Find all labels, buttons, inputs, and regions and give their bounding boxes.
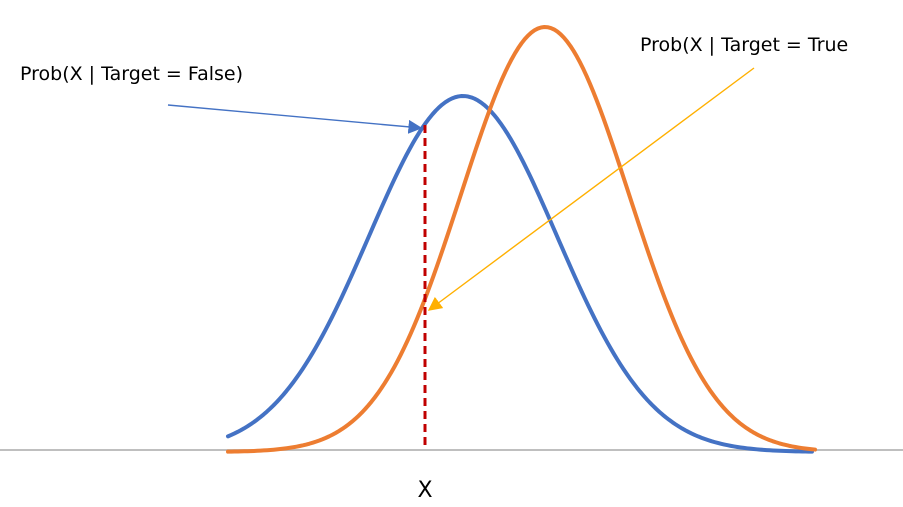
target-true-distribution-curve [226,25,817,454]
target-false-label: Prob(X | Target = False) [20,63,243,85]
x-axis-marker-label: X [417,478,432,503]
target-true-label: Prob(X | Target = True [640,34,848,56]
true-curve-pointer-arrow [427,67,755,311]
target-false-distribution-curve [226,94,814,454]
false-curve-pointer-arrow [167,104,423,134]
